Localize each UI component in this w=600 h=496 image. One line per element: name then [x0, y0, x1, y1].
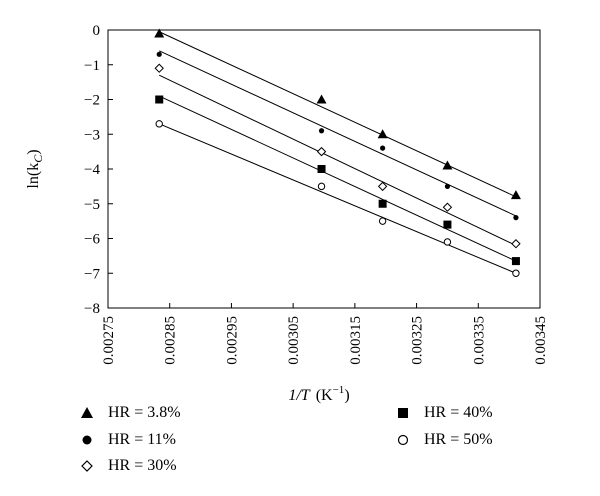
diamond-point — [154, 63, 164, 73]
fit-line — [159, 50, 517, 217]
y-axis-title-close: ) — [25, 149, 42, 154]
x-tick-label: 0.00285 — [163, 316, 179, 365]
x-tick-label: 0.00335 — [471, 316, 487, 365]
x-tick-label: 0.00345 — [533, 316, 549, 365]
fit-line — [159, 74, 517, 246]
x-axis-title-unit: (K — [316, 387, 333, 404]
triangle-point — [377, 129, 388, 139]
y-tick-label: −5 — [84, 197, 100, 213]
square-point — [378, 199, 387, 208]
y-tick-label: 0 — [93, 23, 101, 39]
square-point — [317, 165, 326, 173]
x-tick-label: 0.00325 — [410, 316, 426, 365]
y-tick-label: −3 — [84, 127, 100, 143]
y-axis-title: ln(kC) — [25, 149, 45, 188]
x-axis-title-var: 1/T — [288, 387, 310, 404]
x-axis-title-exp: −1 — [333, 384, 345, 396]
triangle-point — [316, 94, 327, 104]
x-tick-label: 0.00295 — [224, 316, 240, 365]
x-tick-label: 0.00275 — [101, 316, 117, 365]
diamond-point — [511, 239, 521, 249]
x-axis-title: 1/T (K−1) — [288, 384, 349, 404]
y-axis: 0 −1 −2 −3 −4 −5 −6 −7 −8 — [84, 23, 113, 317]
filled-circle-point — [380, 145, 386, 151]
y-tick-label: −7 — [84, 266, 100, 282]
triangle-point — [154, 28, 165, 38]
square-point — [443, 220, 452, 229]
open-circle-point — [443, 238, 452, 246]
open-circle-point — [512, 269, 520, 277]
open-circle-point — [378, 217, 387, 225]
fit-lines — [159, 31, 517, 274]
y-tick-label: −4 — [84, 162, 100, 178]
square-point — [155, 95, 164, 104]
y-axis-title-fn: ln(k — [25, 163, 42, 189]
open-circle-point — [155, 120, 163, 128]
filled-circle-point — [318, 128, 325, 134]
y-tick-label: −1 — [84, 58, 100, 74]
y-tick-label: −8 — [84, 301, 100, 317]
plot-area: 0−1−2−3−4−5−6−7−8 0.00275 0.00285 0.00295 0… — [84, 23, 549, 365]
y-tick-label: −2 — [84, 93, 100, 109]
x-tick-label: 0.00305 — [286, 316, 302, 365]
filled-circle-point — [156, 51, 162, 57]
filled-circle-point — [513, 215, 519, 221]
x-axis-title-close: ) — [344, 387, 349, 404]
open-circle-point — [317, 182, 326, 191]
fit-line — [159, 31, 517, 198]
fit-line — [159, 123, 517, 274]
x-axis: 0.00275 0.00285 0.00295 0.00305 0.00315 0.003… — [101, 303, 549, 365]
square-point — [511, 257, 520, 266]
y-tick-label: −6 — [84, 232, 100, 248]
fit-line — [159, 95, 517, 262]
diamond-point — [442, 202, 453, 212]
triangle-point — [510, 190, 521, 200]
filled-circle-point — [444, 183, 451, 189]
data-markers — [154, 28, 521, 277]
diamond-point — [377, 181, 388, 192]
x-tick-label: 0.00315 — [348, 316, 364, 365]
diamond-point — [316, 146, 327, 157]
triangle-point — [442, 160, 453, 170]
y-axis-title-sub: C — [31, 154, 45, 163]
